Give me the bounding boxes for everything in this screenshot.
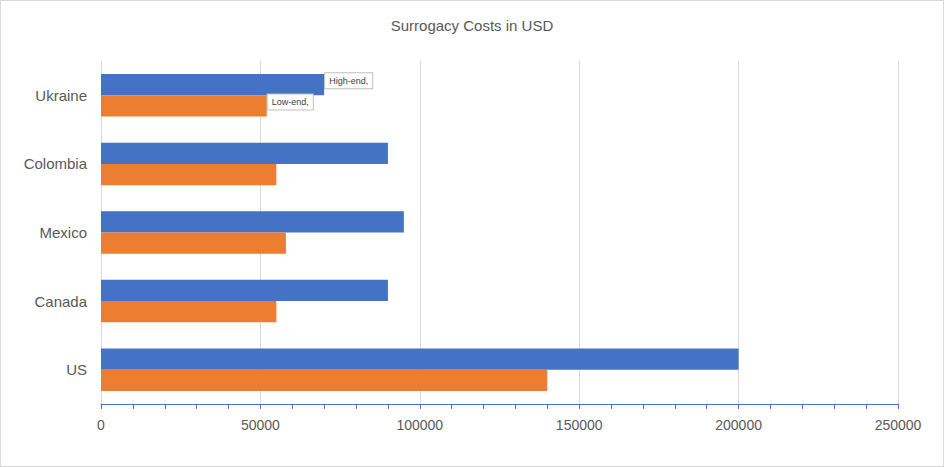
- svg-text:Colombia: Colombia: [24, 155, 88, 172]
- svg-text:Surrogacy Costs in USD: Surrogacy Costs in USD: [391, 17, 554, 34]
- svg-text:0: 0: [97, 417, 105, 433]
- svg-text:High-end,: High-end,: [329, 76, 368, 86]
- svg-text:Mexico: Mexico: [39, 224, 87, 241]
- svg-text:50000: 50000: [241, 417, 280, 433]
- svg-text:100000: 100000: [396, 417, 443, 433]
- svg-text:200000: 200000: [715, 417, 762, 433]
- svg-text:150000: 150000: [556, 417, 603, 433]
- svg-text:250000: 250000: [875, 417, 922, 433]
- svg-text:Canada: Canada: [34, 293, 87, 310]
- svg-text:US: US: [66, 361, 87, 378]
- svg-text:Ukraine: Ukraine: [35, 87, 87, 104]
- svg-text:Low-end,: Low-end,: [272, 97, 309, 107]
